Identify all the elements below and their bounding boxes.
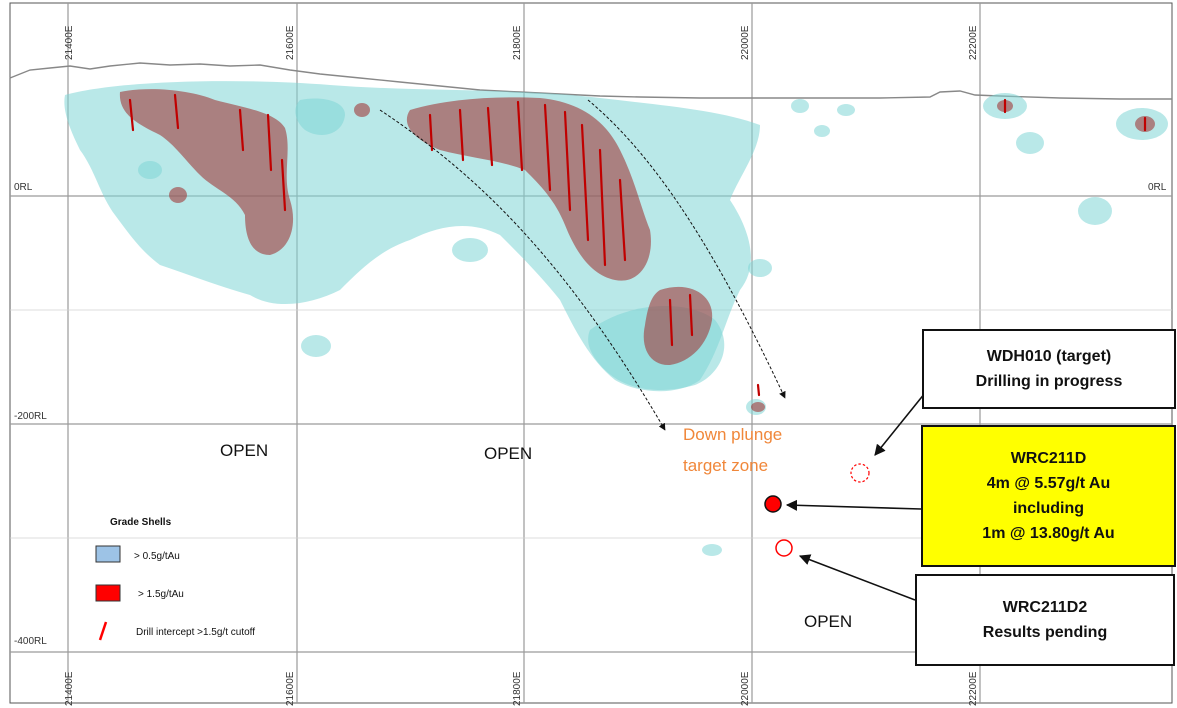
callout-wrc211d-line4: 1m @ 13.80g/t Au bbox=[982, 525, 1115, 542]
target-zone-label-line2: target zone bbox=[683, 456, 768, 475]
easting-label: 21600E bbox=[285, 25, 296, 60]
elevation-label-minus400rl: -400RL bbox=[14, 636, 47, 647]
open-label: OPEN bbox=[220, 441, 268, 460]
plunge-arrow-right bbox=[587, 99, 786, 399]
callout-wrc211d2-line1: WRC211D2 bbox=[1002, 599, 1088, 616]
callout-wrc211d-line1: WRC211D bbox=[1010, 450, 1087, 467]
easting-label: 21400E bbox=[64, 671, 75, 706]
elevation-label-minus200rl: -200RL bbox=[14, 411, 47, 422]
open-label: OPEN bbox=[804, 612, 852, 631]
easting-label: 21600E bbox=[285, 671, 296, 706]
legend-swatch-high-grade bbox=[95, 584, 121, 602]
legend-label-low-grade: > 0.5g/tAu bbox=[134, 551, 180, 562]
callout-arrow-wrc211d2 bbox=[798, 554, 916, 601]
callout-wrc211d-line3: including bbox=[1012, 500, 1085, 517]
open-label: OPEN bbox=[484, 444, 532, 463]
easting-labels-bottom: 21400E 21600E 21800E 22000E 22200E bbox=[64, 671, 979, 706]
elevation-label-0rl-right: 0RL bbox=[1148, 182, 1167, 193]
callout-wrc211d2-line2: Results pending bbox=[982, 624, 1108, 641]
easting-label: 22000E bbox=[740, 25, 751, 60]
legend-swatch-low-grade bbox=[95, 545, 121, 563]
wrc211d-marker bbox=[764, 495, 782, 513]
callout-wrc211d-line2: 4m @ 5.57g/t Au bbox=[986, 475, 1111, 492]
easting-label: 22200E bbox=[968, 25, 979, 60]
easting-label: 22200E bbox=[968, 671, 979, 706]
legend: Grade Shells > 0.5g/tAu > 1.5g/tAu Drill… bbox=[95, 517, 255, 641]
legend-label-high-grade: > 1.5g/tAu bbox=[138, 589, 184, 600]
legend-title: Grade Shells bbox=[110, 517, 172, 528]
callout-wdh010: WDH010 (target) Drilling in progress bbox=[922, 329, 1176, 409]
callout-arrow-wrc211d bbox=[785, 499, 922, 511]
easting-label: 21400E bbox=[64, 25, 75, 60]
easting-label: 21800E bbox=[512, 671, 523, 706]
legend-drill-intercept-icon bbox=[98, 621, 108, 641]
wdh010-target-marker bbox=[850, 463, 870, 483]
callout-arrow-wdh010 bbox=[874, 392, 926, 456]
high-grade-shell bbox=[119, 89, 1155, 412]
callout-wrc211d2: WRC211D2 Results pending bbox=[915, 574, 1175, 666]
legend-label-drill-intercept: Drill intercept >1.5g/t cutoff bbox=[136, 627, 255, 638]
callout-wrc211d: WRC211D 4m @ 5.57g/t Au including 1m @ 1… bbox=[921, 425, 1176, 567]
target-zone-label-line1: Down plunge bbox=[683, 425, 782, 444]
callout-wdh010-line2: Drilling in progress bbox=[975, 373, 1123, 390]
elevation-label-0rl-left: 0RL bbox=[14, 182, 33, 193]
callout-wdh010-line1: WDH010 (target) bbox=[986, 348, 1112, 365]
surface-topography bbox=[9, 62, 1172, 100]
easting-label: 21800E bbox=[512, 25, 523, 60]
easting-labels-top: 21400E 21600E 21800E 22000E 22200E bbox=[64, 25, 979, 60]
wrc211d2-marker bbox=[775, 539, 793, 557]
easting-label: 22000E bbox=[740, 671, 751, 706]
drill-intercepts bbox=[128, 93, 1147, 397]
